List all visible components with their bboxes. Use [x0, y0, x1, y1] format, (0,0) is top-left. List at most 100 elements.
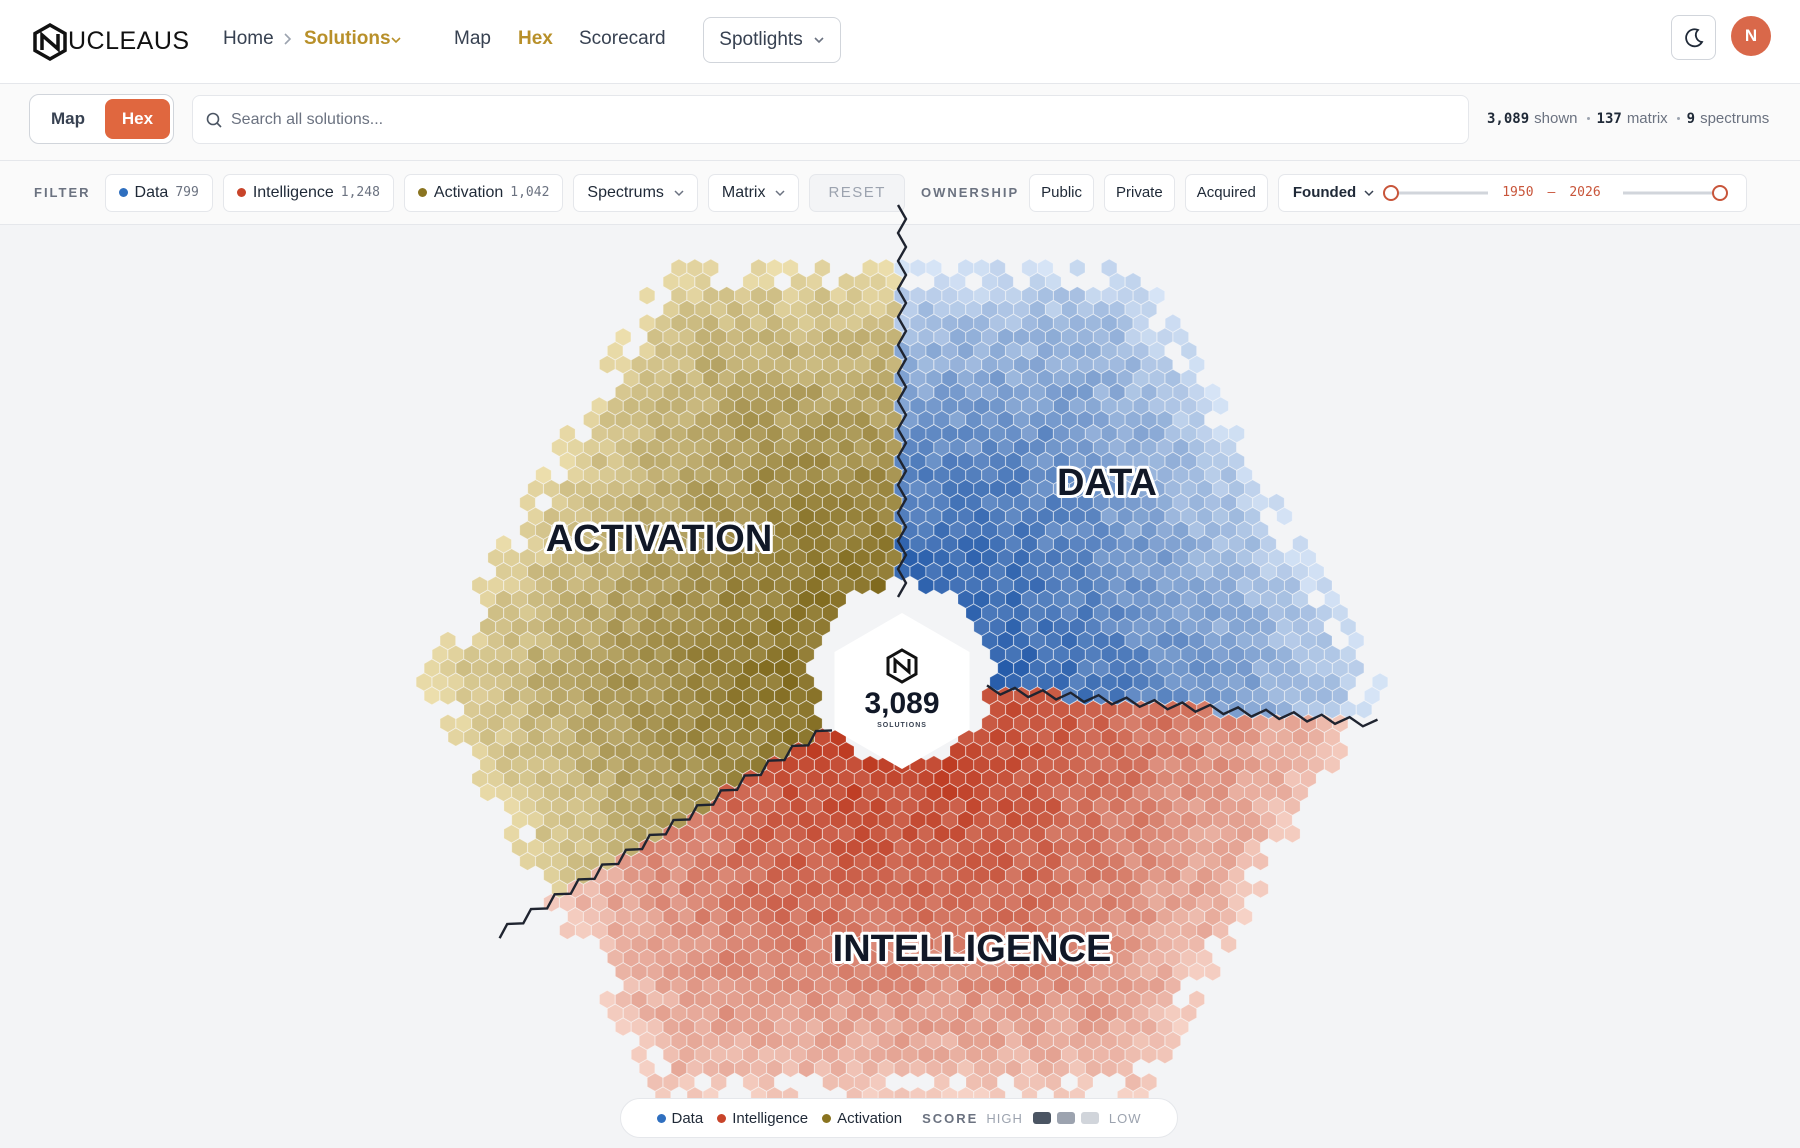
hex-cell[interactable]	[710, 962, 727, 982]
hex-cell[interactable]	[1077, 879, 1094, 899]
hex-cell[interactable]	[694, 493, 711, 512]
hex-cell[interactable]	[551, 796, 568, 816]
hex-cell[interactable]	[1140, 1072, 1158, 1092]
hex-cell[interactable]	[846, 1059, 863, 1078]
hex-cell[interactable]	[925, 534, 942, 554]
hex-cell[interactable]	[654, 424, 672, 443]
hex-cell[interactable]	[607, 396, 624, 416]
avatar[interactable]: N	[1731, 16, 1771, 56]
hex-cell[interactable]	[583, 493, 600, 512]
hex-cell[interactable]	[957, 313, 974, 333]
hex-cell[interactable]	[1085, 369, 1102, 388]
hex-cell[interactable]	[830, 865, 847, 885]
hex-cell[interactable]	[1148, 865, 1166, 885]
hex-cell[interactable]	[1228, 838, 1245, 857]
hex-cell[interactable]	[694, 907, 711, 926]
hex-cell[interactable]	[519, 852, 536, 871]
hex-cell[interactable]	[742, 1017, 759, 1037]
hex-cell[interactable]	[846, 396, 863, 416]
hex-cell[interactable]	[790, 658, 807, 678]
hex-cell[interactable]	[1228, 783, 1245, 802]
hex-cell[interactable]	[670, 1031, 687, 1051]
hex-cell[interactable]	[790, 576, 807, 595]
hex-cell[interactable]	[1188, 438, 1205, 457]
hex-cell[interactable]	[1212, 645, 1229, 664]
hex-cell[interactable]	[734, 1031, 751, 1051]
hex-cell[interactable]	[439, 631, 457, 650]
hex-cell[interactable]	[1164, 893, 1181, 913]
hex-cell[interactable]	[1005, 948, 1022, 968]
hex-cell[interactable]	[742, 1072, 759, 1092]
hex-cell[interactable]	[638, 617, 656, 637]
hex-cell[interactable]	[1045, 714, 1062, 733]
hex-cell[interactable]	[1069, 479, 1086, 499]
hex-cell[interactable]	[607, 865, 624, 885]
hex-cell[interactable]	[1164, 1031, 1181, 1051]
hex-cell[interactable]	[710, 355, 727, 374]
nav-hex[interactable]: Hex	[518, 28, 553, 49]
nav-map[interactable]: Map	[454, 28, 491, 49]
hex-cell[interactable]	[686, 727, 703, 747]
hex-cell[interactable]	[1021, 700, 1038, 719]
hex-cell[interactable]	[1324, 645, 1341, 664]
hex-cell[interactable]	[1101, 948, 1118, 968]
hex-cell[interactable]	[1164, 424, 1181, 443]
hex-cell[interactable]	[1220, 796, 1237, 816]
search-box[interactable]: Search all solutions...	[192, 95, 1469, 144]
hex-cell[interactable]	[973, 313, 990, 333]
hex-cell[interactable]	[973, 617, 990, 637]
hex-cell[interactable]	[1172, 576, 1189, 595]
hex-cell[interactable]	[479, 617, 496, 637]
hex-cell[interactable]	[1117, 507, 1134, 526]
hex-cell[interactable]	[798, 479, 815, 499]
hex-cell[interactable]	[997, 907, 1014, 926]
hex-cell[interactable]	[479, 700, 496, 719]
hex-cell[interactable]	[750, 617, 767, 637]
hex-cell[interactable]	[933, 300, 950, 319]
hex-cell[interactable]	[806, 962, 823, 982]
hex-cell[interactable]	[822, 300, 839, 319]
hex-cell[interactable]	[1204, 824, 1221, 844]
hex-cell[interactable]	[1045, 852, 1062, 871]
hex-cell[interactable]	[694, 548, 711, 568]
hex-cell[interactable]	[981, 934, 998, 954]
hex-cell[interactable]	[750, 258, 767, 278]
hex-cell[interactable]	[615, 631, 632, 650]
hex-cell[interactable]	[1109, 410, 1126, 430]
hex-cell[interactable]	[742, 548, 759, 568]
hex-cell[interactable]	[965, 1045, 982, 1064]
hex-cell[interactable]	[830, 755, 847, 775]
hex-cell[interactable]	[1156, 410, 1174, 430]
hex-cell[interactable]	[822, 741, 839, 761]
hex-cell[interactable]	[559, 727, 576, 747]
hex-cell[interactable]	[1148, 783, 1166, 802]
hex-cell[interactable]	[1117, 479, 1134, 499]
hex-cell[interactable]	[1164, 479, 1181, 499]
hex-cell[interactable]	[949, 990, 966, 1009]
hex-cell[interactable]	[1029, 576, 1046, 595]
hex-cell[interactable]	[870, 520, 887, 540]
hex-cell[interactable]	[734, 589, 751, 609]
hex-cell[interactable]	[1109, 741, 1126, 761]
hex-cell[interactable]	[1188, 879, 1205, 899]
hex-cell[interactable]	[726, 1045, 743, 1064]
hex-cell[interactable]	[1013, 465, 1030, 485]
hex-cell[interactable]	[925, 1059, 942, 1078]
hex-cell[interactable]	[615, 907, 632, 926]
hex-cell[interactable]	[957, 286, 974, 305]
hex-cell[interactable]	[1037, 258, 1054, 278]
hex-cell[interactable]	[893, 1031, 911, 1051]
hex-cell[interactable]	[638, 341, 656, 361]
hex-cell[interactable]	[909, 451, 927, 471]
hex-cell[interactable]	[814, 948, 831, 968]
hex-cell[interactable]	[1180, 1003, 1197, 1023]
hex-cell[interactable]	[925, 286, 942, 305]
hex-cell[interactable]	[1212, 617, 1229, 637]
hex-cell[interactable]	[1029, 548, 1046, 568]
hex-cell[interactable]	[1228, 893, 1245, 913]
hex-cell[interactable]	[1148, 507, 1166, 526]
hex-cell[interactable]	[742, 658, 759, 678]
hex-cell[interactable]	[782, 534, 799, 554]
hex-cell[interactable]	[1180, 645, 1197, 664]
hex-cell[interactable]	[814, 1031, 831, 1051]
